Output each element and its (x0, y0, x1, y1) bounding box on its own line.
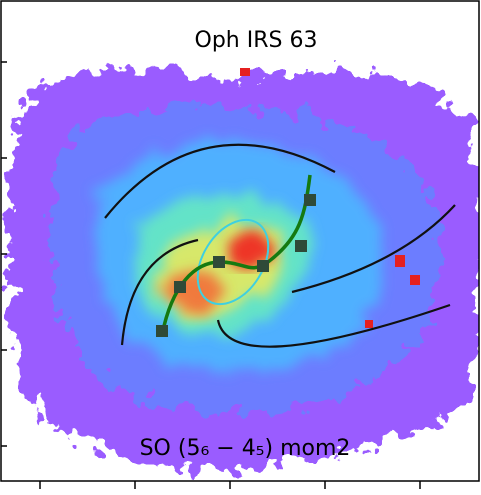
marker (156, 325, 168, 337)
hot-pixel (410, 275, 420, 285)
hot-pixel (395, 255, 405, 267)
marker (304, 194, 316, 206)
ticks (1, 61, 421, 489)
panel-label: SO (5₆ − 4₅) mom2 (140, 436, 351, 461)
marker (257, 260, 269, 272)
marker (174, 281, 186, 293)
emission-map (7, 67, 479, 470)
hot-pixel (365, 320, 373, 328)
markers (156, 194, 316, 337)
orange-emission (160, 268, 220, 312)
panel-title: Oph IRS 63 (195, 28, 318, 53)
marker (213, 256, 225, 268)
hot-pixel (240, 68, 250, 76)
frame (0, 0, 480, 482)
arm-curve (120, 238, 199, 346)
arm-curve (291, 204, 456, 294)
spiral-arms (104, 143, 456, 348)
red-emission (228, 232, 272, 264)
arm-curve (104, 143, 336, 219)
disk-ellipse (196, 218, 270, 306)
marker (295, 240, 307, 252)
arm-curve (216, 303, 451, 348)
